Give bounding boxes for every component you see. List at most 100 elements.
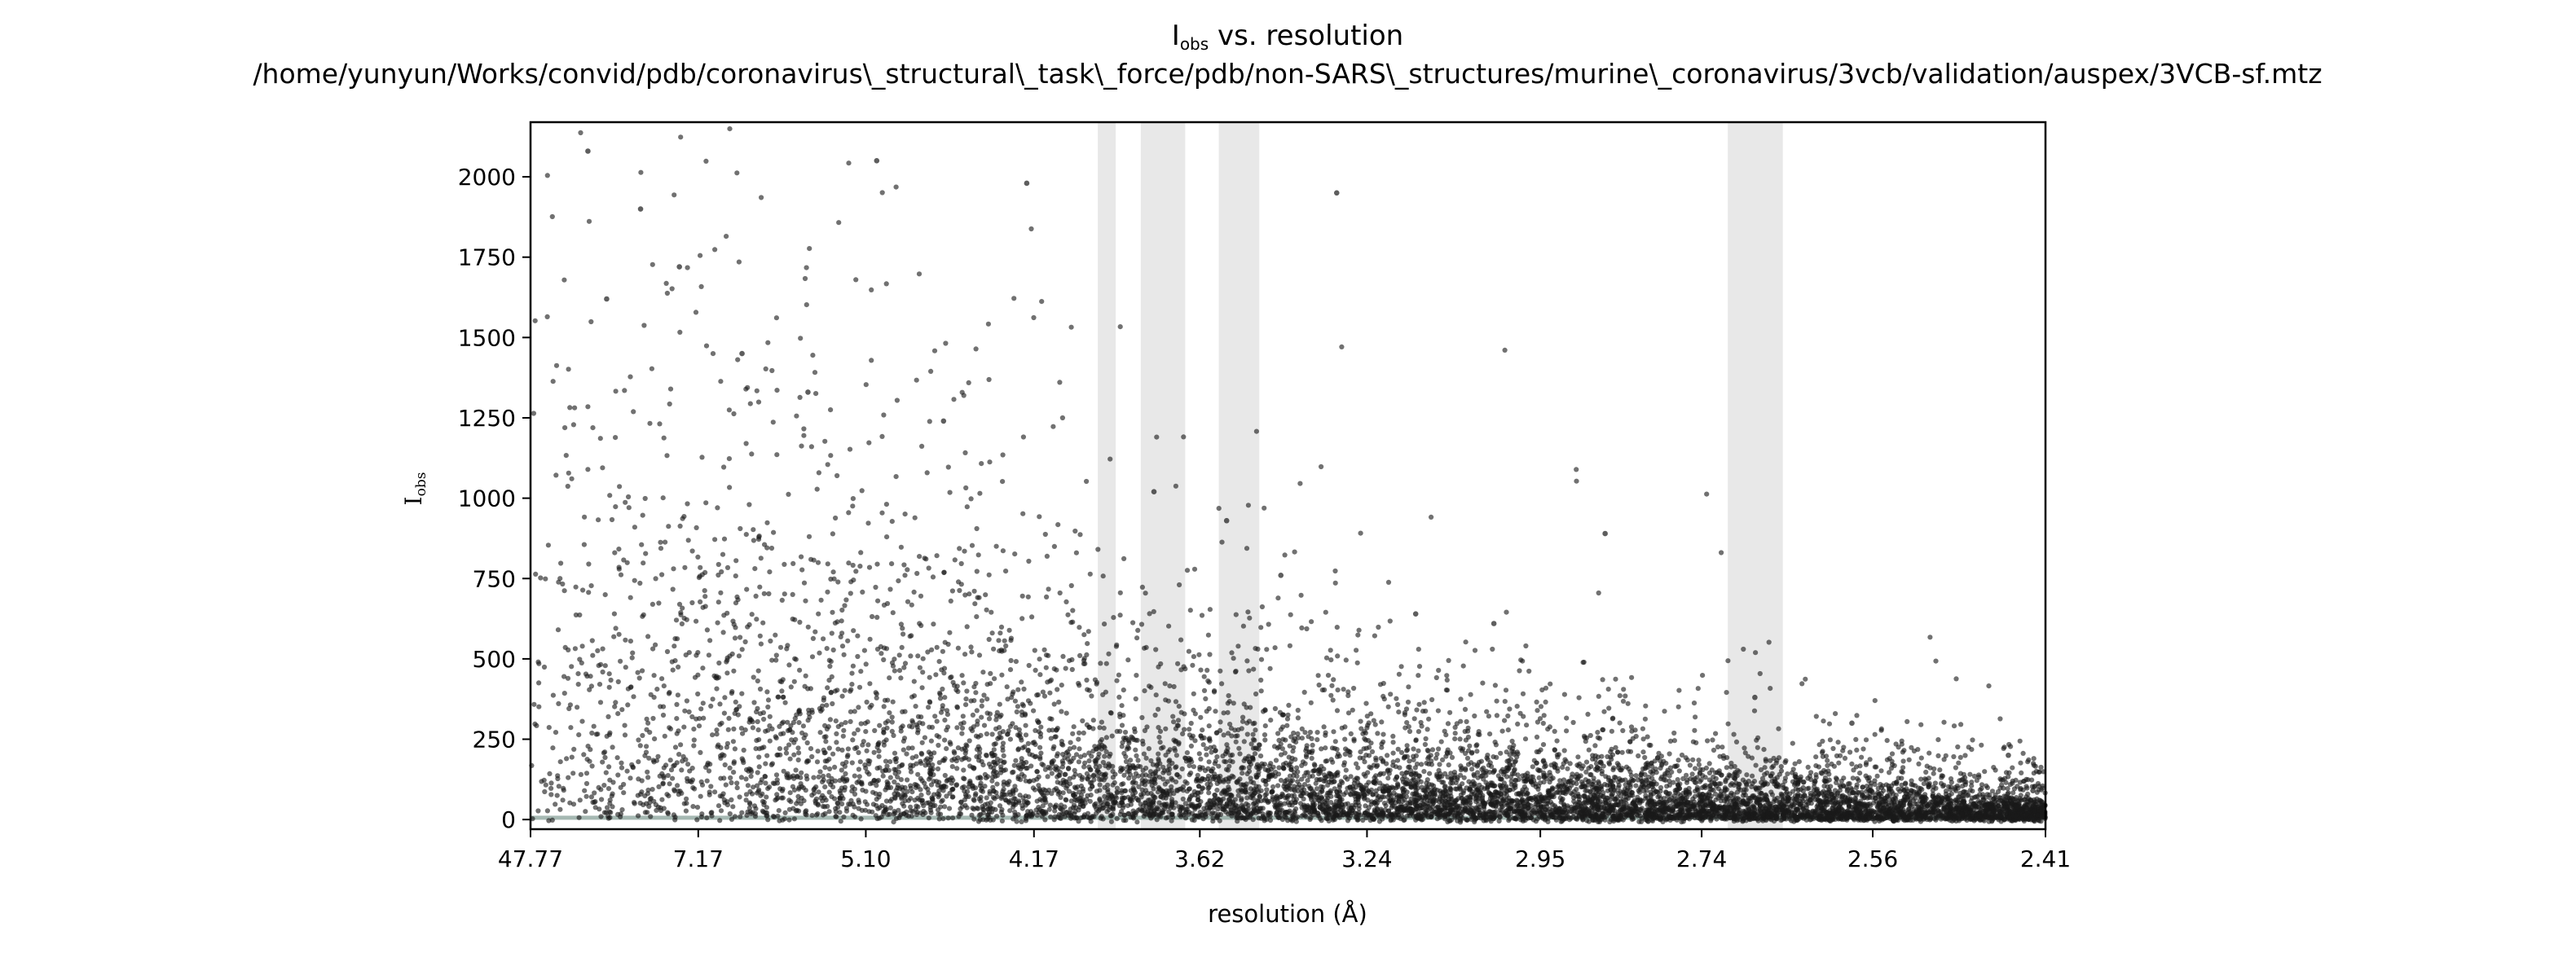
data-point: [806, 534, 812, 539]
data-point: [918, 593, 924, 599]
data-point: [1246, 718, 1253, 724]
data-point: [682, 708, 688, 714]
data-point: [601, 783, 607, 788]
data-point: [1469, 766, 1475, 772]
data-point: [1241, 701, 1247, 707]
data-point: [902, 573, 908, 578]
data-point: [1002, 638, 1007, 643]
data-point: [1619, 749, 1625, 755]
data-point: [1316, 682, 1322, 688]
data-point: [754, 617, 760, 622]
data-point: [908, 653, 914, 659]
data-point: [795, 757, 801, 763]
data-point: [734, 170, 740, 176]
data-point: [1213, 758, 1218, 764]
data-point: [822, 765, 828, 771]
data-point: [1709, 767, 1715, 773]
data-point: [731, 770, 737, 775]
data-point: [653, 642, 658, 648]
data-point: [751, 527, 756, 533]
data-point: [993, 770, 999, 775]
data-point: [973, 346, 979, 352]
data-point: [1356, 627, 1362, 633]
data-point: [1806, 785, 1812, 791]
data-point: [720, 630, 726, 635]
data-point: [1499, 728, 1505, 734]
data-point: [1825, 758, 1830, 763]
data-point: [1049, 771, 1055, 776]
data-point: [746, 502, 752, 507]
data-point: [701, 715, 707, 721]
data-point: [1827, 737, 1833, 743]
data-point: [678, 134, 684, 140]
data-point: [814, 486, 820, 492]
data-point: [689, 548, 695, 554]
data-point: [974, 525, 980, 532]
data-point: [1425, 727, 1430, 732]
data-point: [799, 554, 804, 560]
data-point: [1796, 759, 1802, 765]
data-point: [668, 767, 675, 773]
data-point: [699, 455, 705, 460]
data-point: [605, 805, 610, 810]
data-point: [1491, 767, 1497, 773]
data-point: [865, 769, 870, 775]
data-point: [949, 674, 954, 680]
data-point: [532, 721, 538, 727]
data-point: [1033, 667, 1038, 674]
data-point: [1480, 680, 1486, 686]
data-point: [869, 287, 874, 292]
data-point: [876, 753, 882, 759]
data-point: [1043, 652, 1050, 658]
data-point: [1299, 726, 1305, 732]
data-point: [777, 746, 783, 752]
data-point: [1014, 709, 1019, 715]
data-point: [1119, 766, 1125, 773]
data-point: [1341, 762, 1347, 768]
data-point: [1695, 686, 1701, 692]
data-point: [1394, 696, 1399, 701]
data-point: [1051, 543, 1057, 550]
data-point: [1515, 721, 1521, 727]
data-point: [1565, 766, 1570, 771]
data-point: [1860, 746, 1866, 752]
data-point: [991, 766, 997, 771]
data-point: [684, 796, 689, 801]
data-point: [1932, 780, 1938, 786]
data-point: [1343, 767, 1349, 773]
data-point: [1046, 806, 1052, 812]
data-point: [1931, 771, 1936, 776]
data-point: [1335, 653, 1341, 659]
data-point: [1949, 780, 1954, 785]
data-point: [1342, 775, 1348, 780]
data-point: [926, 705, 931, 710]
data-point: [850, 562, 856, 569]
data-point: [1135, 627, 1141, 634]
data-point: [546, 725, 552, 731]
data-point: [1253, 691, 1259, 697]
data-point: [839, 618, 844, 624]
data-point: [1720, 744, 1725, 750]
data-point: [842, 787, 848, 793]
data-point: [1094, 788, 1099, 794]
ice-ring-band: [1140, 122, 1186, 829]
data-point: [963, 696, 969, 702]
data-point: [855, 653, 861, 660]
data-point: [816, 611, 821, 617]
data-point: [1029, 614, 1035, 620]
data-point: [1292, 808, 1297, 815]
data-point: [1157, 728, 1164, 735]
data-point: [615, 679, 621, 685]
data-point: [893, 474, 899, 480]
data-point: [1534, 699, 1539, 705]
data-point: [639, 778, 645, 784]
data-point: [1416, 729, 1421, 735]
data-point: [1019, 616, 1025, 621]
data-point: [699, 572, 705, 578]
data-point: [694, 817, 700, 823]
data-point: [1187, 797, 1192, 803]
data-point: [544, 173, 550, 178]
data-point: [1297, 481, 1303, 486]
data-point: [1264, 647, 1270, 652]
data-point: [1065, 612, 1071, 617]
